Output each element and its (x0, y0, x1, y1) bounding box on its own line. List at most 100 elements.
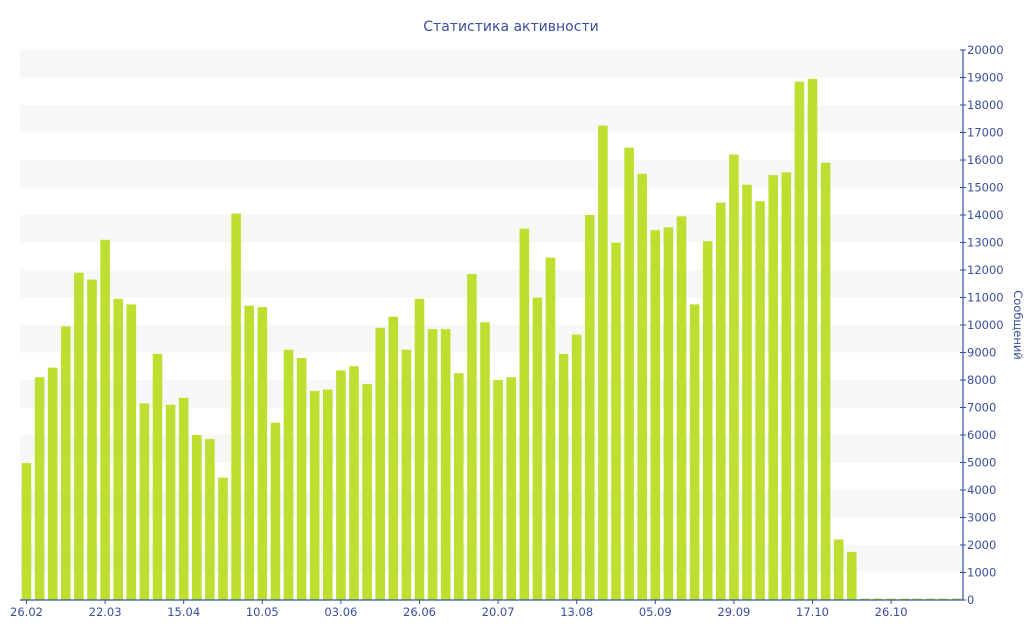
y-tick-label: 8000 (967, 373, 996, 387)
bar (833, 539, 844, 600)
y-tick-label: 15000 (967, 181, 1004, 195)
grid-band (20, 105, 963, 133)
bar (650, 230, 661, 600)
x-tick-label: 05.09 (639, 605, 672, 619)
bar (663, 227, 674, 600)
bar (624, 147, 634, 600)
bar (742, 184, 752, 600)
bar (702, 241, 713, 600)
y-tick-label: 5000 (967, 456, 996, 470)
bar (454, 373, 464, 600)
bar (571, 334, 582, 600)
bar (925, 598, 936, 600)
y-tick-label: 6000 (967, 428, 996, 442)
bar (480, 322, 490, 600)
bar (899, 598, 909, 600)
y-tick-label: 17000 (967, 126, 1004, 140)
y-tick-label: 18000 (967, 98, 1004, 112)
y-tick-label: 2000 (967, 538, 996, 552)
bar (34, 377, 45, 600)
bar (323, 389, 333, 600)
bar (257, 307, 268, 600)
x-tick-label: 22.03 (89, 605, 122, 619)
bar (637, 173, 647, 600)
bar (165, 404, 176, 600)
bar (729, 154, 739, 600)
x-tick-label: 20.07 (482, 605, 515, 619)
bar (676, 216, 687, 600)
bar (873, 598, 883, 600)
bar (716, 202, 726, 600)
bar (401, 349, 412, 600)
bar (467, 274, 477, 600)
y-tick-label: 12000 (967, 263, 1004, 277)
bar (336, 370, 346, 600)
bar (611, 242, 621, 600)
bar (755, 201, 765, 600)
bar (598, 125, 608, 600)
bar (493, 380, 503, 600)
y-tick-label: 19000 (967, 71, 1004, 85)
y-tick-label: 4000 (967, 483, 996, 497)
bar (532, 297, 543, 600)
x-tick-label: 13.08 (560, 605, 593, 619)
x-tick-label: 26.10 (875, 605, 908, 619)
x-tick-label: 17.10 (796, 605, 829, 619)
x-tick-label: 26.02 (10, 605, 43, 619)
bar (178, 397, 189, 600)
bar (244, 305, 254, 600)
y-tick-label: 3000 (967, 511, 996, 525)
bar (218, 477, 228, 600)
bar (349, 366, 359, 600)
y-tick-label: 16000 (967, 153, 1004, 167)
bar (309, 391, 320, 600)
bar (807, 78, 818, 600)
x-tick-label: 03.06 (324, 605, 357, 619)
bar (74, 272, 84, 600)
bar (270, 422, 281, 600)
grid-band (20, 435, 963, 463)
x-tick-label: 26.06 (403, 605, 436, 619)
grid-band (20, 50, 963, 78)
y-tick-label: 13000 (967, 236, 1004, 250)
bar (440, 329, 451, 600)
bar (951, 598, 962, 600)
bar (205, 439, 215, 600)
grid-band (20, 545, 963, 573)
bar (113, 298, 123, 600)
bar (139, 403, 150, 600)
bar (231, 213, 241, 600)
bar (61, 326, 71, 600)
bar (558, 353, 569, 600)
x-tick-label: 29.09 (717, 605, 750, 619)
grid-bands (20, 50, 963, 573)
bar (794, 81, 805, 600)
bar (847, 551, 857, 600)
y-tick-label: 1000 (967, 566, 996, 580)
grid-band (20, 215, 963, 243)
bar (860, 598, 870, 600)
bar (152, 353, 163, 600)
bars (21, 78, 962, 600)
y-tick-label: 10000 (967, 318, 1004, 332)
y-tick-label: 9000 (967, 346, 996, 360)
bar (585, 215, 595, 600)
bar (375, 327, 385, 600)
bar (427, 329, 438, 600)
x-tick-label: 15.04 (167, 605, 200, 619)
bar (126, 304, 137, 600)
grid-band (20, 325, 963, 353)
bar (388, 316, 399, 600)
y-axis-label: Сообщений (1011, 290, 1024, 360)
grid-band (20, 160, 963, 188)
bar (886, 598, 896, 600)
bar (47, 367, 58, 600)
y-tick-label: 11000 (967, 291, 1004, 305)
y-tick-label: 14000 (967, 208, 1004, 222)
y-tick-label: 20000 (967, 43, 1004, 57)
bar (506, 377, 516, 600)
bar (87, 279, 97, 600)
y-tick-label: 7000 (967, 401, 996, 415)
bar (21, 463, 32, 600)
